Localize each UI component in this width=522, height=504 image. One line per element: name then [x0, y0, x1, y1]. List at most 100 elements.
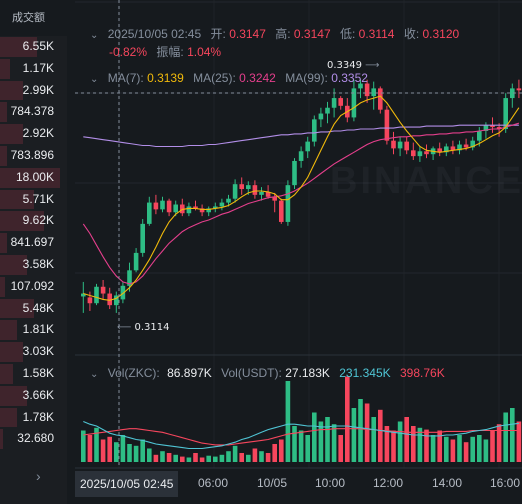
kline-chart[interactable]: BINANCE ⌄ 2025/10/05 02:45 开: 0.3147 高: …: [75, 0, 522, 504]
volume-bar: [292, 426, 297, 462]
candle-body: [232, 184, 238, 199]
chevron-right-icon[interactable]: ›: [36, 468, 41, 484]
candle-body: [470, 140, 475, 148]
candle-body: [503, 98, 508, 130]
volume-bar: [477, 435, 482, 462]
open-label: 开:: [210, 27, 226, 41]
candle-body: [160, 200, 165, 210]
volume-list-value: 1.78K: [22, 409, 54, 424]
candle-body: [133, 252, 139, 271]
volume-bar: [147, 448, 152, 462]
ma7-line: [83, 95, 520, 301]
candle-body: [186, 206, 192, 214]
volume-bar: [305, 435, 310, 462]
volume-list-item: 3.58K: [0, 254, 67, 276]
volume-bar: [298, 430, 304, 462]
volume-bar: [87, 435, 93, 462]
volume-bar: [338, 435, 343, 462]
volume-list-value: 5.48K: [22, 300, 54, 315]
volume-fill-bar: [0, 276, 6, 297]
volume-list-item: 2.99K: [0, 80, 67, 102]
ma99-label: MA(99):: [285, 71, 328, 85]
volume-list-value: 3.03K: [22, 344, 54, 359]
candle-body: [444, 146, 449, 153]
volume-bar: [397, 421, 403, 462]
candle-body: [292, 160, 297, 186]
volume-bar: [199, 457, 205, 462]
high-price-tag: 0.3349 ⟶: [327, 60, 380, 71]
volume-fill-bar: [0, 298, 34, 319]
volume-bar: [173, 454, 178, 462]
candle-body: [298, 151, 304, 161]
collapse-chevron-icon[interactable]: ⌄: [90, 30, 99, 41]
candle-body: [325, 107, 330, 114]
volume-bar: [186, 457, 192, 462]
volume-bar: [259, 451, 264, 462]
volume-list-item: 3.66K: [0, 385, 67, 407]
volume-chevron-icon[interactable]: ⌄: [90, 369, 99, 380]
volume-list-item: 2.92K: [0, 123, 67, 145]
volume-list-value: 32.680: [17, 431, 54, 446]
candle-body: [516, 88, 522, 91]
volume-ma2-line: [83, 428, 519, 446]
volume-bar: [120, 435, 126, 462]
volume-bar: [351, 408, 357, 462]
candle-body: [371, 88, 376, 97]
candle-body: [424, 151, 429, 155]
candle-body: [107, 293, 112, 306]
volume-bar: [166, 453, 172, 462]
candle-body: [206, 208, 211, 213]
ma99-line: [83, 124, 519, 148]
close-label: 收:: [403, 27, 420, 41]
volume-list-item: 1.81K: [0, 319, 67, 341]
vol-ma2-value: 398.76K: [399, 366, 445, 380]
candlestick-chart[interactable]: [75, 0, 522, 504]
volume-bar: [232, 445, 238, 462]
volume-bar: [226, 451, 231, 462]
candle-body: [463, 144, 469, 148]
volume-bar: [246, 454, 251, 462]
volume-bar: [378, 409, 383, 462]
volume-fill-bar: [0, 320, 17, 341]
volume-bar: [404, 417, 409, 462]
candle-body: [252, 185, 258, 195]
volume-list-value: 5.71K: [22, 191, 54, 206]
ma7-label: MA(7):: [107, 71, 144, 85]
volume-bar: [411, 426, 416, 462]
candle-body: [477, 130, 482, 141]
volume-bar: [133, 445, 139, 462]
candle-body: [285, 185, 291, 222]
volume-fill-bar: [0, 363, 14, 384]
volume-column: 成交额 6.55K 1.17K 2.99K 784.378 2.92K 783.896 18…: [0, 0, 67, 504]
ma-info: ⌄ MA(7): 0.3139 MA(25): 0.3242 MA(99): 0…: [90, 71, 368, 85]
low-value: 0.3114: [358, 27, 395, 41]
candle-body: [81, 293, 86, 297]
candle-body: [100, 286, 106, 294]
volume-fill-bar: [0, 407, 17, 428]
candle-body: [331, 98, 337, 108]
volume-bar: [364, 403, 370, 462]
volume-bar: [417, 427, 423, 462]
candle-body: [496, 127, 502, 130]
candle-body: [397, 141, 403, 149]
vol-usdt-label: Vol(USDT):: [221, 366, 282, 380]
volume-bar: [140, 439, 145, 462]
low-price-tag: ⟵ 0.3114: [117, 322, 170, 333]
volume-bar: [371, 417, 376, 462]
ma25-label: MA(25):: [193, 71, 236, 85]
volume-list-item: 783.896: [0, 145, 67, 167]
candle-body: [226, 198, 231, 203]
volume-bar: [180, 456, 185, 462]
candle-body: [87, 297, 93, 304]
candle-body: [483, 125, 489, 131]
volume-bar: [114, 442, 119, 462]
volume-list-item: 9.62K: [0, 210, 67, 232]
candle-body: [305, 141, 310, 152]
volume-bar: [160, 451, 165, 462]
volume-bar: [272, 444, 277, 462]
volume-bar: [503, 412, 508, 462]
ma-chevron-icon[interactable]: ⌄: [90, 74, 99, 85]
volume-bar: [470, 436, 475, 462]
volume-fill-bar: [0, 145, 7, 166]
candle-body: [166, 200, 172, 213]
